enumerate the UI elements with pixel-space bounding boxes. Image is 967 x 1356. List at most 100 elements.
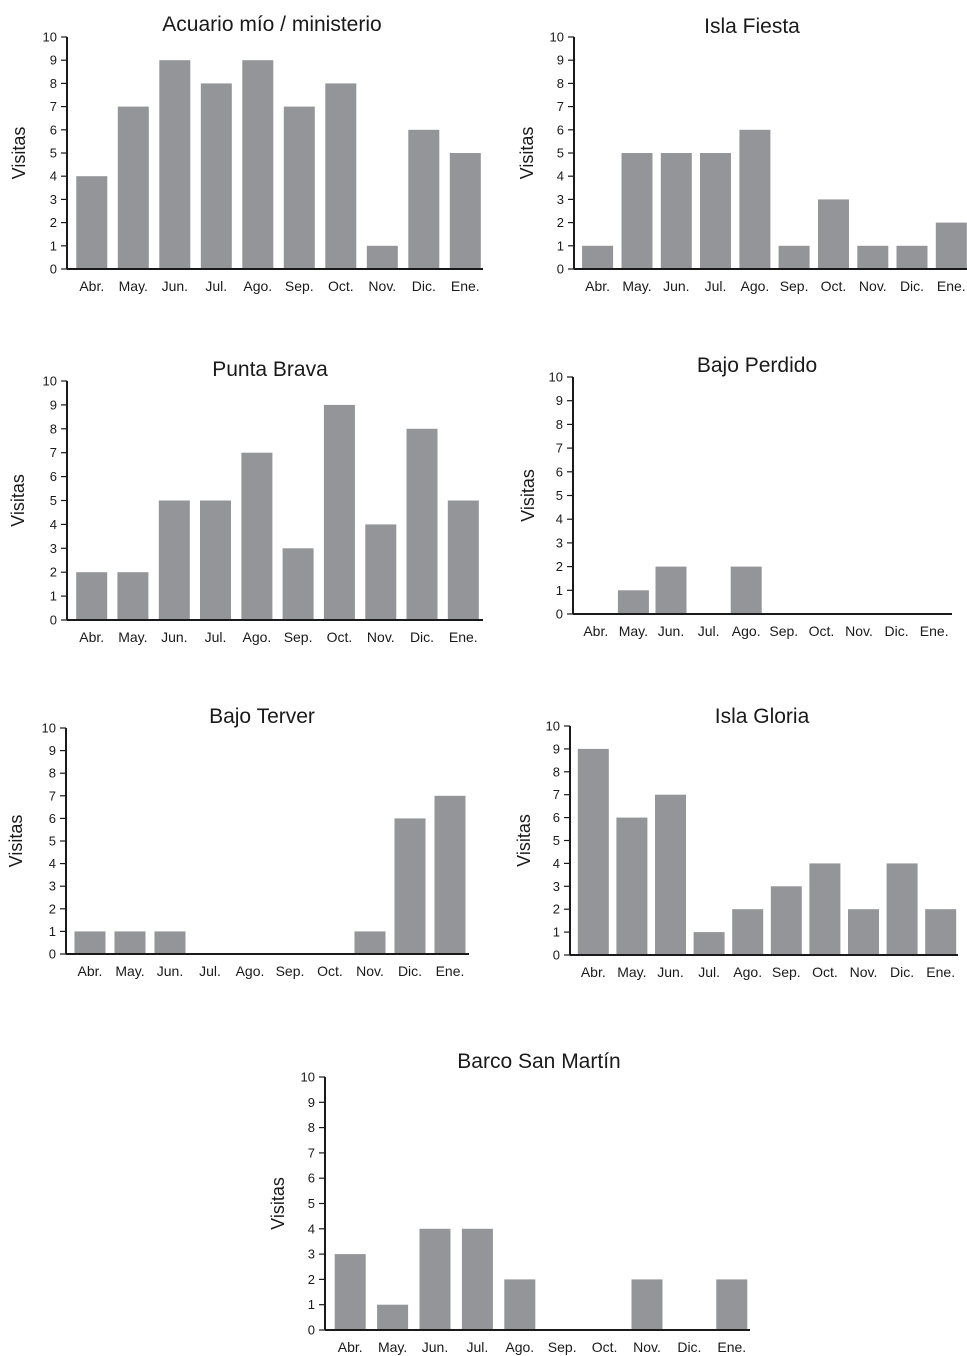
- bar-abr: [76, 176, 108, 269]
- y-tick-label: 6: [308, 1171, 315, 1186]
- chart-title: Isla Gloria: [715, 705, 810, 728]
- y-tick-label: 8: [49, 766, 56, 781]
- x-tick-label: Ago.: [242, 629, 271, 645]
- bar-jun: [158, 500, 190, 620]
- bar-abr: [74, 931, 106, 954]
- x-tick-label: May.: [378, 1339, 407, 1355]
- y-tick-label: 1: [50, 238, 57, 253]
- bar-may: [117, 106, 149, 269]
- bar-may: [617, 590, 649, 614]
- x-tick-label: Nov.: [850, 964, 878, 980]
- x-tick-label: Oct.: [592, 1339, 618, 1355]
- x-tick-label: Ene.: [717, 1339, 746, 1355]
- y-tick-label: 7: [557, 99, 564, 114]
- x-tick-label: Abr.: [583, 623, 608, 639]
- bar-ene: [935, 222, 967, 269]
- y-tick-label: 4: [556, 512, 563, 527]
- y-tick-label: 3: [49, 879, 56, 894]
- x-tick-label: Ago.: [732, 623, 761, 639]
- chart-title: Acuario mío / ministerio: [162, 13, 381, 36]
- x-tick-label: Sep.: [780, 278, 809, 294]
- bar-nov: [631, 1279, 663, 1330]
- y-axis-label: Visitas: [517, 127, 537, 180]
- y-tick-label: 0: [50, 613, 57, 628]
- bar-oct: [325, 83, 357, 270]
- y-tick-label: 7: [50, 445, 57, 460]
- bar-jul: [200, 500, 231, 620]
- y-tick-label: 5: [553, 833, 560, 848]
- y-tick-label: 0: [49, 947, 56, 962]
- bar-abr: [577, 748, 609, 955]
- bar-ene: [925, 909, 957, 955]
- y-tick-label: 0: [50, 262, 57, 277]
- bar-may: [114, 931, 146, 954]
- x-tick-label: Oct.: [812, 964, 838, 980]
- x-tick-label: Nov.: [356, 963, 384, 979]
- y-tick-label: 8: [557, 76, 564, 91]
- x-tick-label: May.: [119, 278, 148, 294]
- y-tick-label: 10: [43, 30, 57, 45]
- chart-title: Barco San Martín: [457, 1050, 620, 1073]
- x-tick-label: Ene.: [451, 278, 480, 294]
- y-axis-label: Visitas: [518, 469, 538, 522]
- chart-6: Barco San Martín Visitas Abr. May. Jun. Jul. A…: [268, 1050, 750, 1355]
- bar-dic: [408, 129, 440, 269]
- x-tick-label: Jun.: [663, 278, 689, 294]
- x-tick-label: Dic.: [677, 1339, 701, 1355]
- y-tick-label: 1: [50, 589, 57, 604]
- y-tick-label: 6: [557, 122, 564, 137]
- y-tick-label: 1: [557, 238, 564, 253]
- x-tick-label: Oct.: [821, 278, 847, 294]
- y-tick-label: 2: [49, 901, 56, 916]
- bar-oct: [818, 199, 849, 269]
- y-tick-label: 4: [50, 517, 57, 532]
- x-tick-label: Ago.: [740, 278, 769, 294]
- y-tick-label: 8: [553, 764, 560, 779]
- x-tick-label: Jul.: [205, 278, 227, 294]
- chart-2: Punta Brava Visitas Abr. May. Jun. Jul. Ago. Se…: [8, 358, 483, 645]
- y-tick-label: 3: [557, 192, 564, 207]
- x-tick-label: Sep.: [276, 963, 305, 979]
- y-axis-label: Visitas: [8, 474, 28, 527]
- bar-nov: [354, 931, 386, 954]
- y-tick-label: 0: [553, 948, 560, 963]
- chart-0: Acuario mío / ministerio Visitas Abr. May. J…: [9, 13, 483, 294]
- x-tick-label: Nov.: [367, 629, 395, 645]
- x-tick-label: Ene.: [937, 278, 966, 294]
- y-tick-label: 8: [308, 1120, 315, 1135]
- y-tick-label: 9: [50, 397, 57, 412]
- x-tick-label: Oct.: [327, 629, 353, 645]
- y-tick-label: 4: [557, 169, 564, 184]
- bar-jun: [660, 153, 692, 269]
- x-tick-label: Jul.: [199, 963, 221, 979]
- x-tick-label: Dic.: [398, 963, 422, 979]
- y-tick-label: 9: [49, 743, 56, 758]
- y-tick-label: 9: [50, 53, 57, 68]
- bar-ago: [730, 566, 762, 614]
- x-tick-label: Sep.: [772, 964, 801, 980]
- bar-may: [117, 572, 149, 620]
- y-tick-label: 10: [550, 30, 564, 45]
- x-tick-label: Jun.: [422, 1339, 448, 1355]
- y-axis-label: Visitas: [268, 1177, 288, 1230]
- bar-ene: [434, 795, 466, 954]
- bar-ago: [242, 60, 274, 270]
- x-tick-label: Sep.: [284, 629, 313, 645]
- bar-nov: [857, 245, 889, 269]
- y-axis-label: Visitas: [9, 127, 29, 180]
- bar-may: [616, 817, 648, 955]
- x-tick-label: Sep.: [769, 623, 798, 639]
- x-tick-label: Oct.: [809, 623, 835, 639]
- y-tick-label: 2: [50, 565, 57, 580]
- y-tick-label: 7: [50, 99, 57, 114]
- x-tick-label: Ene.: [436, 963, 465, 979]
- x-tick-label: Dic.: [900, 278, 924, 294]
- x-tick-label: Jul.: [467, 1339, 489, 1355]
- y-tick-label: 10: [301, 1070, 315, 1085]
- bar-sep: [282, 548, 314, 620]
- chart-title: Punta Brava: [212, 358, 328, 381]
- y-tick-label: 7: [553, 787, 560, 802]
- y-tick-label: 9: [308, 1095, 315, 1110]
- bar-ago: [739, 129, 771, 269]
